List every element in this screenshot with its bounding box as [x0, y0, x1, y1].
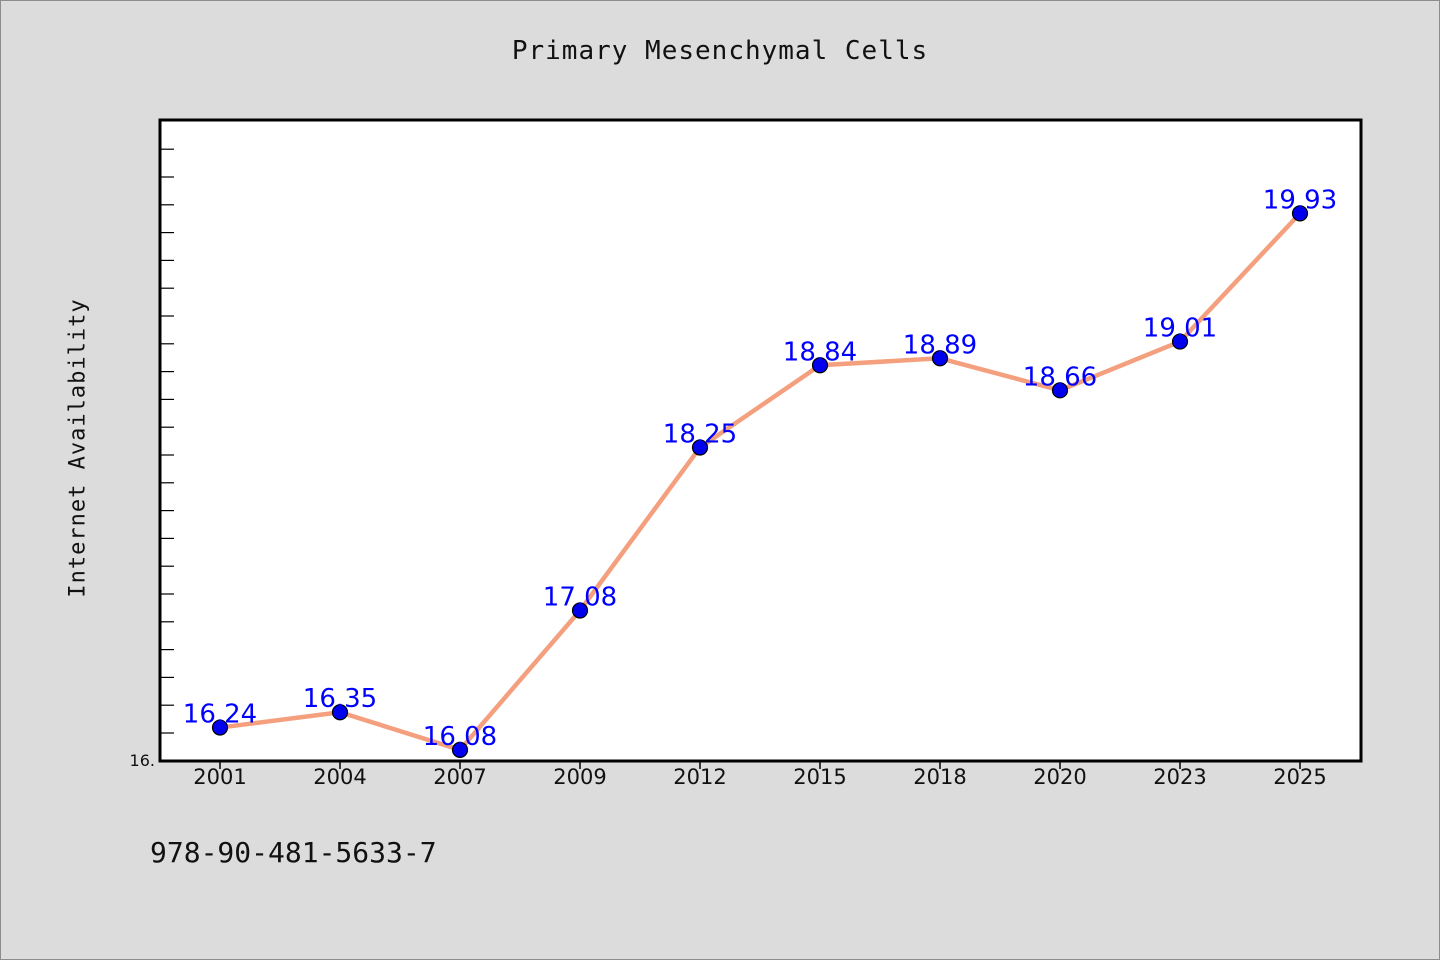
series-line: [219, 211, 1302, 753]
x-tick-label: 2025: [1273, 765, 1326, 789]
x-tick-label: 2012: [673, 765, 726, 789]
data-point: [571, 602, 589, 619]
data-label: 18.89: [903, 330, 977, 360]
data-point: [1051, 382, 1069, 399]
data-label: 19.01: [1143, 314, 1217, 344]
footnote-text: 978-90-481-5633-7: [150, 836, 437, 869]
data-label: 18.84: [783, 337, 857, 367]
y-tick-label: 16.: [130, 751, 155, 770]
y-axis-minor-ticks: [160, 148, 174, 734]
data-label: 18.66: [1023, 362, 1097, 392]
x-tick-label: 2009: [553, 765, 606, 789]
data-point: [931, 350, 949, 367]
data-label: 19.93: [1263, 185, 1337, 215]
data-point: [451, 741, 469, 758]
data-labels: 16.24 16.35 16.08 17.08 18.25 18.84 18.89 18.66…: [183, 185, 1337, 751]
data-label: 16.24: [183, 700, 257, 730]
x-tick-label: 2015: [793, 765, 846, 789]
x-tick-label: 2001: [193, 765, 246, 789]
data-point: [331, 704, 349, 721]
data-label: 17.08: [543, 583, 617, 613]
x-axis: 2001 2004 2007 2009 2012 2015 2018 2020 2023 2025: [193, 761, 1327, 789]
data-point: [1291, 205, 1309, 222]
x-tick-label: 2004: [313, 765, 366, 789]
data-point: [1171, 333, 1189, 350]
data-label: 16.35: [303, 684, 377, 714]
x-tick-label: 2023: [1153, 765, 1206, 789]
data-point: [211, 719, 229, 736]
plot-area: [158, 118, 1363, 763]
data-point: [811, 357, 829, 374]
chart-title: Primary Mesenchymal Cells: [511, 36, 929, 66]
data-label: 18.25: [663, 419, 737, 449]
data-label: 16.08: [423, 722, 497, 752]
data-point: [691, 439, 709, 456]
x-tick-label: 2007: [433, 765, 486, 789]
x-tick-label: 2018: [913, 765, 966, 789]
series-markers: [211, 205, 1309, 758]
x-tick-label: 2020: [1033, 765, 1086, 789]
